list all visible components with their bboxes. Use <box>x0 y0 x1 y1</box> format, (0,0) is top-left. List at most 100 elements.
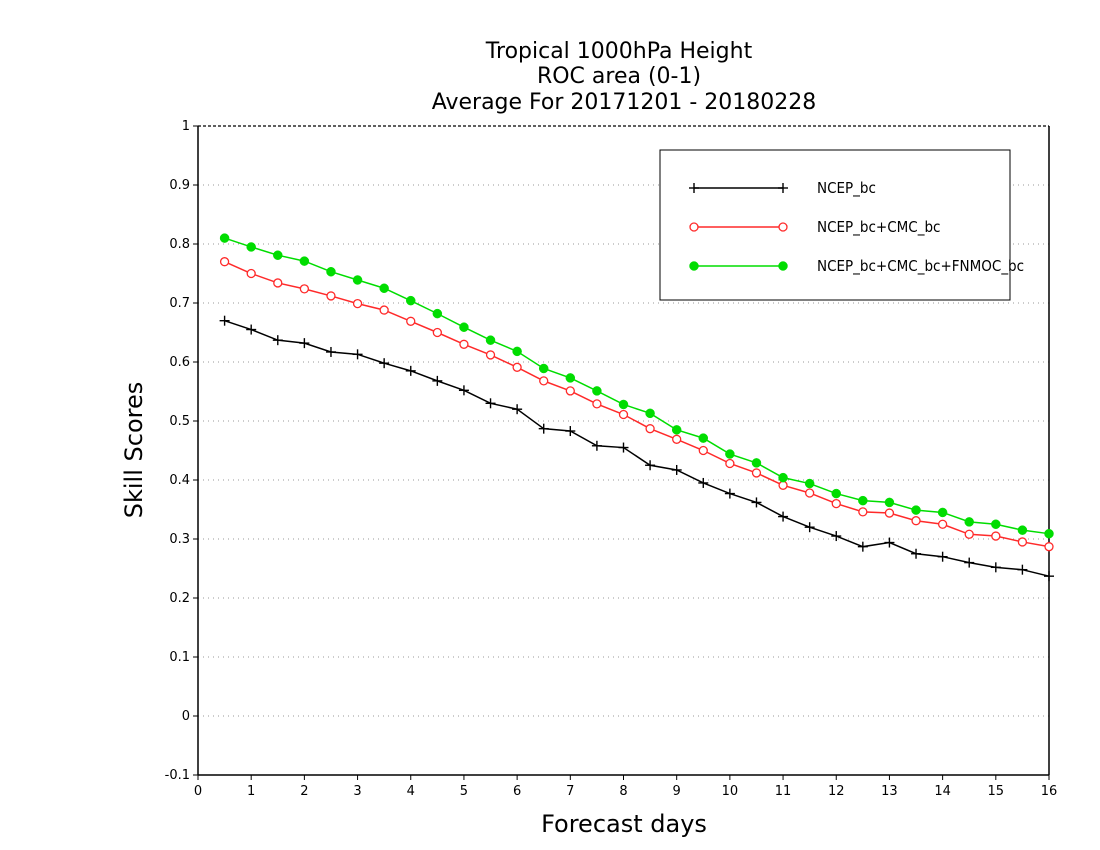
data-point <box>618 409 629 420</box>
x-tick-label: 10 <box>722 784 739 799</box>
data-point <box>352 298 363 309</box>
data-point <box>911 548 922 559</box>
data-point <box>246 268 256 279</box>
data-point <box>778 183 788 193</box>
data-point <box>671 464 682 475</box>
data-point <box>405 365 416 376</box>
data-point <box>698 433 709 443</box>
data-point <box>326 291 336 301</box>
data-point <box>671 425 682 435</box>
data-point <box>857 541 868 552</box>
x-tick-label: 0 <box>194 784 202 799</box>
x-tick-label: 1 <box>247 784 255 799</box>
data-point <box>379 283 389 293</box>
data-point <box>219 315 230 326</box>
x-tick-label: 6 <box>513 784 521 799</box>
data-point <box>831 488 841 499</box>
data-point <box>219 233 230 243</box>
data-point <box>512 346 522 357</box>
x-tick-label: 7 <box>566 784 574 799</box>
data-point <box>592 386 602 396</box>
grid-lines <box>198 184 1049 717</box>
x-tick-label: 8 <box>619 784 627 799</box>
data-point <box>432 308 443 319</box>
legend-box <box>659 149 1011 301</box>
title-line-1: Tropical 1000hPa Height <box>485 39 753 64</box>
data-point <box>379 305 389 315</box>
data-point <box>778 480 788 490</box>
data-point <box>432 327 442 338</box>
data-point <box>858 507 868 517</box>
series-3 <box>219 233 1054 539</box>
data-point <box>937 551 948 562</box>
x-tick-label: 2 <box>300 784 308 799</box>
data-point <box>1044 528 1054 539</box>
data-point <box>273 278 283 288</box>
data-point <box>778 222 788 232</box>
data-point <box>326 266 336 277</box>
data-point <box>964 529 974 539</box>
series-line <box>224 319 1050 577</box>
data-point <box>246 324 257 335</box>
data-point <box>406 295 416 306</box>
data-point <box>299 338 310 349</box>
data-point <box>689 183 699 193</box>
data-point <box>778 261 788 271</box>
data-point <box>645 460 656 471</box>
x-tick-label: 3 <box>353 784 361 799</box>
axis-ticks: -0.100.10.20.30.40.50.60.70.80.910 1 2 3 4 5 6… <box>165 119 1058 799</box>
y-axis-label: Skill Scores <box>120 382 148 519</box>
y-tick-label: -0.1 <box>165 768 190 783</box>
data-point <box>618 399 629 410</box>
data-point <box>964 557 975 568</box>
data-point <box>804 522 815 533</box>
y-tick-label: 0.4 <box>169 473 190 488</box>
data-point <box>937 507 948 518</box>
series-layer <box>219 233 1054 582</box>
data-point <box>991 519 1001 529</box>
y-tick-label: 0.7 <box>169 296 190 311</box>
data-point <box>831 498 841 509</box>
data-point <box>379 358 390 369</box>
data-point <box>884 497 895 508</box>
data-point <box>911 505 921 515</box>
data-point <box>591 440 602 451</box>
data-point <box>698 477 709 488</box>
title-line-3: Average For 20171201 - 20180228 <box>432 90 817 115</box>
data-point <box>352 349 363 360</box>
data-point <box>911 516 921 526</box>
data-point <box>299 256 310 266</box>
data-point <box>725 458 735 469</box>
y-tick-label: 0.1 <box>169 650 190 665</box>
data-point <box>565 386 575 396</box>
data-point <box>1044 542 1054 552</box>
legend-item-2: NCEP_bc+CMC_bc <box>689 218 940 237</box>
data-point <box>485 398 496 409</box>
data-point <box>219 257 230 267</box>
x-tick-label: 16 <box>1041 784 1058 799</box>
title-line-2: ROC area (0-1) <box>537 64 701 89</box>
data-point <box>778 472 788 483</box>
data-point <box>884 537 895 548</box>
data-point <box>618 442 629 453</box>
data-point <box>645 408 655 419</box>
data-point <box>459 339 469 349</box>
series-1 <box>219 315 1054 582</box>
data-point <box>990 562 1001 573</box>
data-point <box>485 350 496 360</box>
chart-title: Tropical 1000hPa Height ROC area (0-1) A… <box>432 39 817 115</box>
y-tick-label: 0.6 <box>169 355 190 370</box>
data-point <box>751 458 762 468</box>
data-point <box>805 488 815 498</box>
x-tick-label: 13 <box>881 784 898 799</box>
legend-item-1: NCEP_bc <box>689 179 876 198</box>
data-point <box>539 376 549 386</box>
data-point <box>831 531 842 542</box>
data-point <box>725 449 735 459</box>
legend-label: NCEP_bc+CMC_bc+FNMOC_bc <box>817 257 1024 276</box>
data-point <box>858 495 868 506</box>
y-tick-label: 0.5 <box>169 414 190 429</box>
legend: NCEP_bc NCEP_bc+CMC_bc NCEP_bc+CMC_bc+FNMO… <box>659 149 1024 301</box>
y-tick-label: 0.8 <box>169 237 190 252</box>
data-point <box>1017 537 1028 547</box>
